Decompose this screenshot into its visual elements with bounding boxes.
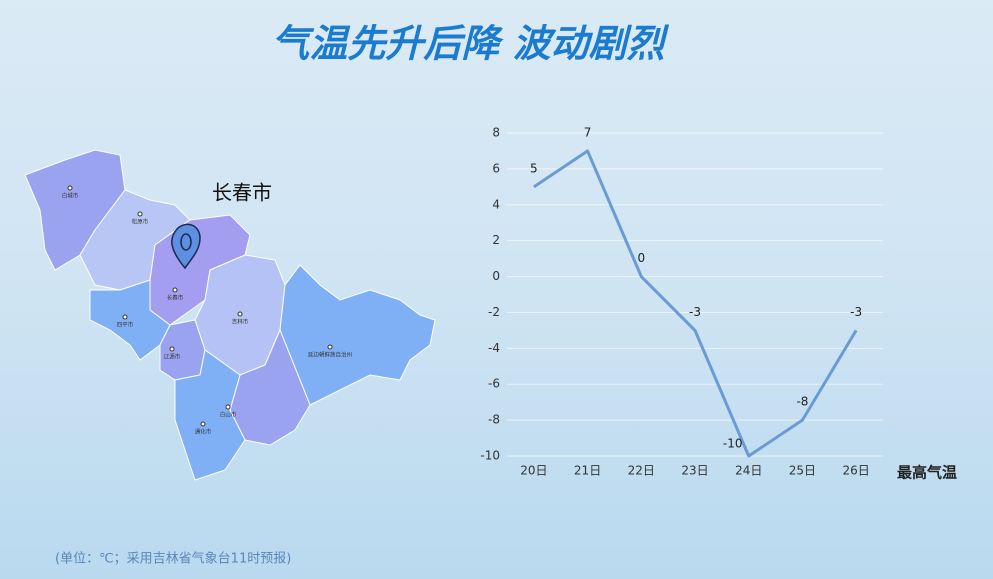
y-tick-label: 4 bbox=[492, 197, 500, 211]
city-label: 延边朝鲜族自治州 bbox=[308, 351, 352, 359]
data-label: -8 bbox=[796, 395, 808, 409]
data-line bbox=[533, 149, 858, 458]
y-tick-label: -2 bbox=[488, 305, 500, 319]
city-label: 吉林市 bbox=[232, 318, 249, 326]
title: 气温先升后降 波动剧烈 bbox=[271, 22, 669, 66]
region bbox=[174, 349, 246, 481]
city-label: 白城市 bbox=[62, 192, 79, 200]
city-dot bbox=[327, 344, 333, 350]
y-tick-label: -10 bbox=[480, 449, 500, 463]
city-dot bbox=[169, 346, 175, 352]
city-dot bbox=[225, 404, 231, 410]
map-highlight-label: 长春市 bbox=[212, 181, 272, 205]
city-dot bbox=[237, 311, 243, 317]
x-tick-label: 20日 bbox=[520, 464, 547, 478]
city-label: 辽源市 bbox=[164, 353, 181, 361]
map-pin bbox=[171, 223, 201, 270]
data-label: -3 bbox=[689, 305, 701, 319]
y-tick-label: -6 bbox=[488, 377, 500, 391]
data-label: -10 bbox=[723, 437, 743, 451]
y-tick-label: 2 bbox=[492, 233, 500, 247]
data-label: 7 bbox=[584, 125, 592, 139]
city-label: 长春市 bbox=[167, 294, 184, 302]
y-tick-label: 0 bbox=[492, 269, 500, 283]
y-tick-label: 8 bbox=[492, 126, 500, 140]
x-tick-label: 21日 bbox=[574, 464, 601, 478]
x-tick-label: 25日 bbox=[789, 464, 816, 478]
x-tick-label: 23日 bbox=[681, 464, 708, 478]
legend-label: 最高气温 bbox=[897, 464, 957, 482]
city-label: 通化市 bbox=[195, 428, 212, 436]
city-dot bbox=[137, 211, 143, 217]
x-tick-label: 24日 bbox=[735, 464, 762, 478]
city-label: 白山市 bbox=[220, 411, 237, 419]
city-dot bbox=[172, 287, 178, 293]
city-dot bbox=[67, 185, 73, 191]
y-tick-label: -8 bbox=[488, 413, 500, 427]
city-dot bbox=[200, 421, 206, 427]
data-label: -3 bbox=[850, 305, 862, 319]
data-label: 0 bbox=[637, 251, 645, 265]
city-dot bbox=[122, 314, 128, 320]
y-tick-label: 6 bbox=[492, 161, 500, 175]
x-tick-label: 26日 bbox=[843, 464, 870, 478]
city-label: 四平市 bbox=[117, 321, 134, 329]
data-label: 5 bbox=[530, 161, 538, 175]
city-label: 松原市 bbox=[132, 218, 149, 226]
y-tick-label: -4 bbox=[488, 341, 500, 355]
x-tick-label: 22日 bbox=[628, 464, 655, 478]
footnote: (单位：℃；采用吉林省气象台11时预报) bbox=[55, 551, 291, 567]
